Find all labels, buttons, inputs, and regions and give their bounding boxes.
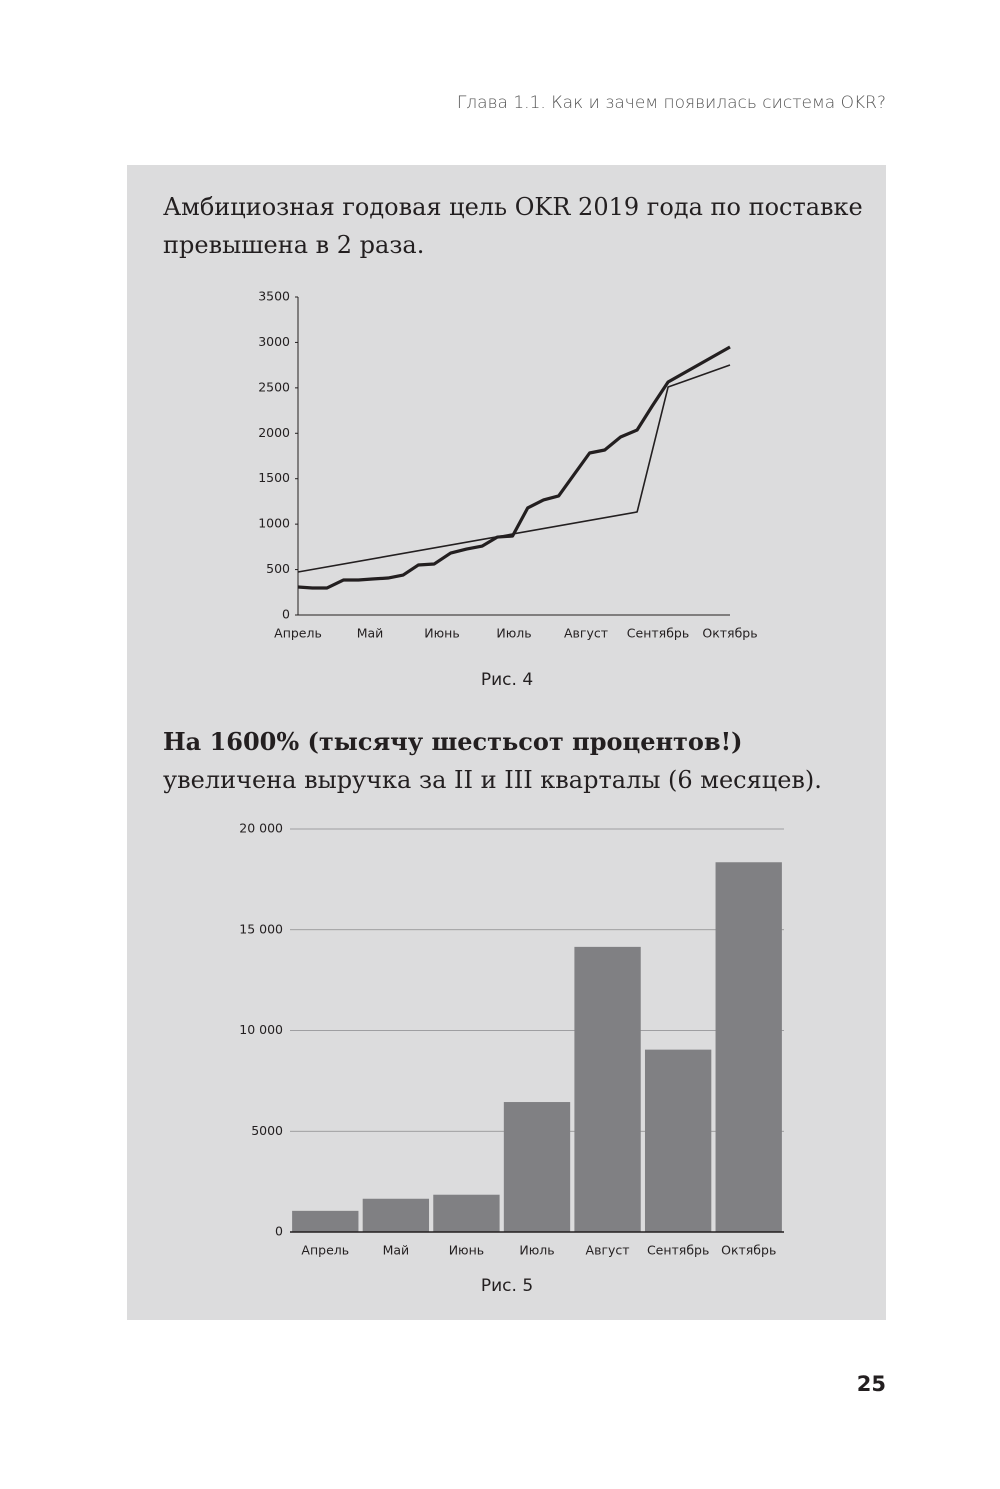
bar — [433, 1194, 500, 1232]
x-tick-label: Октябрь — [702, 626, 757, 641]
x-tick-label: Сентябрь — [627, 626, 689, 641]
y-tick-label: 3000 — [258, 334, 290, 349]
bar — [644, 1049, 712, 1232]
bar — [503, 1102, 571, 1232]
x-tick-label: Июль — [519, 1243, 554, 1258]
x-tick-label: Сентябрь — [647, 1243, 709, 1258]
y-tick-label: 2500 — [258, 379, 290, 394]
y-tick-label: 3500 — [258, 289, 290, 304]
y-tick-label: 500 — [266, 561, 290, 576]
bar — [574, 946, 641, 1232]
x-tick-label: Май — [357, 626, 384, 641]
x-tick-label: Июль — [496, 626, 531, 641]
caption: Рис. 5 — [481, 1276, 533, 1296]
y-tick-label: 15 000 — [239, 921, 283, 936]
line-series — [297, 364, 731, 573]
bar — [715, 862, 782, 1232]
x-tick-label: Апрель — [274, 626, 322, 641]
paragraph-bold: На 1600% (тысячу шестьсот процентов!) — [163, 727, 743, 756]
paragraph-text: Амбициозная годовая цель OKR 2019 года п… — [163, 193, 863, 259]
paragraph-text: увеличена выручка за II и III кварталы (… — [163, 766, 822, 794]
x-tick-label: Апрель — [301, 1243, 349, 1258]
y-tick-label: 10 000 — [239, 1022, 283, 1037]
caption: Рис. 4 — [481, 670, 533, 690]
paragraph: Амбициозная годовая цель OKR 2019 года п… — [163, 188, 863, 264]
running-header: Глава 1.1. Как и зачем появилась система… — [457, 93, 886, 113]
y-tick-label: 1000 — [258, 516, 290, 531]
y-tick-label: 0 — [275, 1224, 283, 1239]
y-tick-label: 2000 — [258, 425, 290, 440]
y-tick-label: 5000 — [251, 1123, 283, 1138]
bar — [292, 1210, 359, 1232]
x-tick-label: Май — [383, 1243, 410, 1258]
paragraph: На 1600% (тысячу шестьсот процентов!) ув… — [163, 723, 863, 799]
y-tick-label: 1500 — [258, 470, 290, 485]
line-series — [297, 345, 731, 590]
x-tick-label: Август — [586, 1243, 630, 1258]
x-tick-label: Июнь — [449, 1243, 484, 1258]
page-number: 25 — [857, 1372, 886, 1396]
x-tick-label: Октябрь — [721, 1243, 776, 1258]
y-tick-label: 20 000 — [239, 821, 283, 836]
y-tick-label: 0 — [282, 607, 290, 622]
x-tick-label: Август — [564, 626, 608, 641]
bar — [362, 1198, 430, 1232]
x-tick-label: Июнь — [424, 626, 459, 641]
